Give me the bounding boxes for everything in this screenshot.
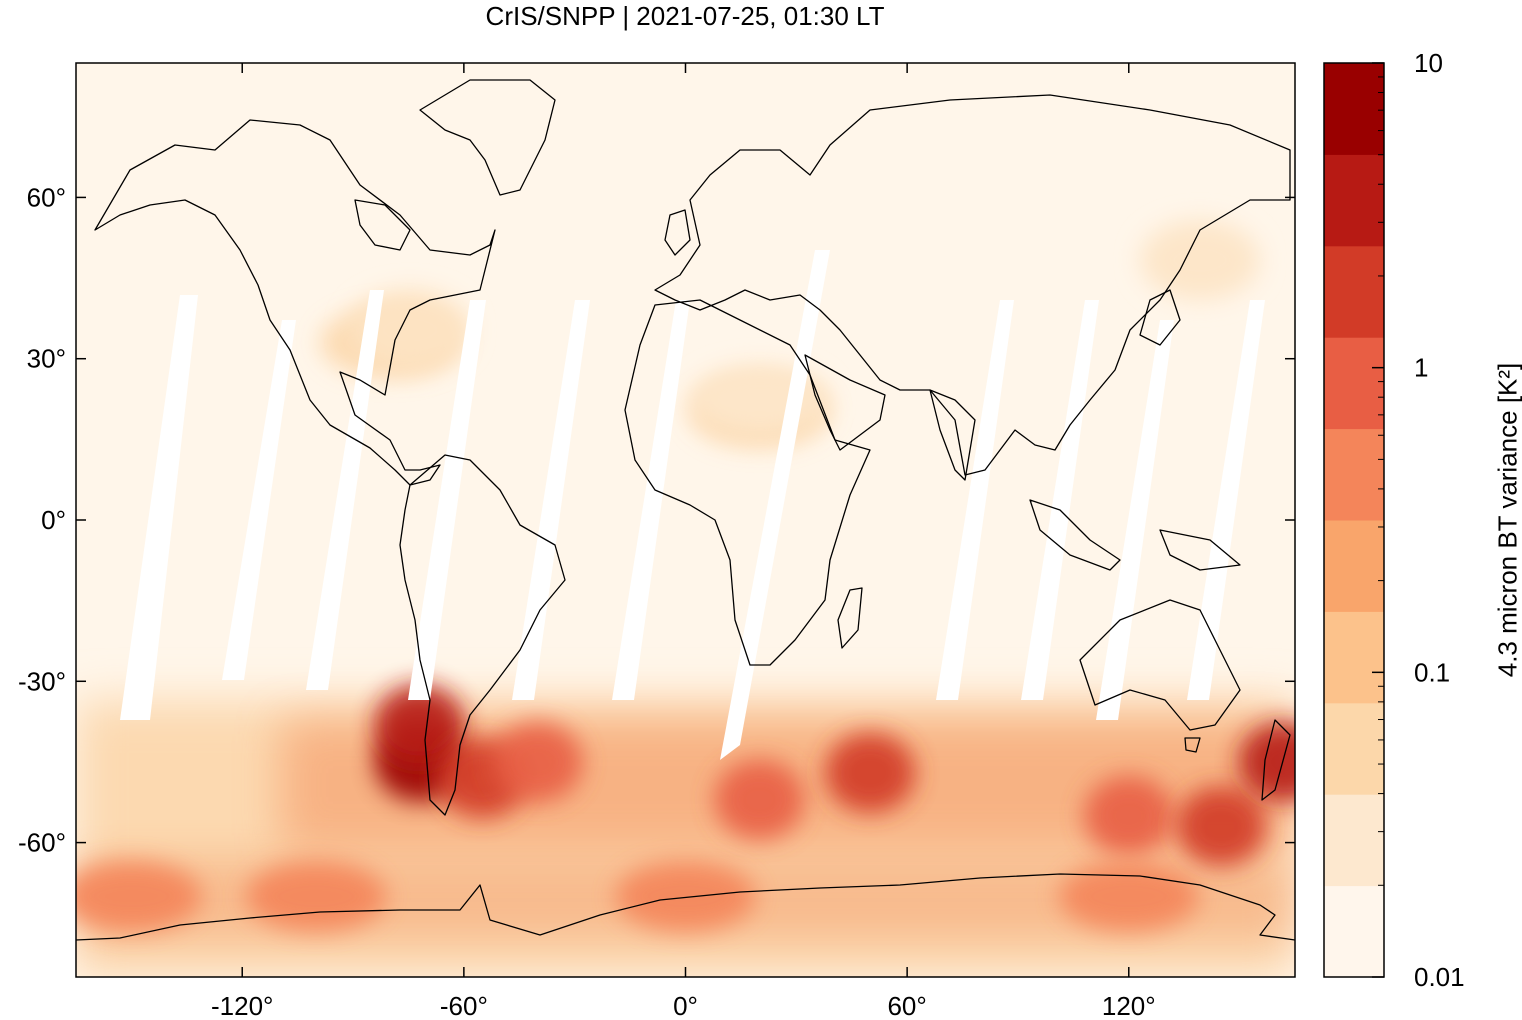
colorbar-step: [1324, 245, 1384, 338]
x-tick-label: 0°: [673, 991, 698, 1020]
coastline-arabia: [804, 354, 886, 451]
swath-gap: [720, 250, 830, 760]
heat-patch-asia: [1140, 220, 1260, 300]
plot-title: CrIS/SNPP | 2021-07-25, 01:30 LT: [485, 1, 885, 31]
heat-spot: [825, 732, 916, 813]
colorbar-step: [1324, 63, 1384, 155]
colorbar-label: 4.3 micron BT variance [K²]: [1492, 362, 1522, 678]
coastline-north-america: [94, 119, 496, 486]
swath-gap: [612, 300, 690, 700]
coastline-new-guinea: [1159, 529, 1241, 571]
y-tick-label: -60°: [18, 828, 66, 858]
swath-gap: [1187, 300, 1265, 700]
colorbar-step: [1324, 794, 1384, 887]
colorbar-step: [1324, 520, 1384, 612]
swath-gap: [120, 295, 198, 720]
colorbar-step: [1324, 154, 1384, 247]
heat-spot: [246, 861, 387, 932]
coastline-south-america: [399, 454, 566, 816]
coastline-tasmania: [1184, 737, 1201, 753]
y-tick-label: 0°: [41, 505, 66, 535]
coastline-india: [929, 389, 976, 481]
heat-spot: [1176, 786, 1267, 867]
swath-gap: [1096, 320, 1174, 720]
coastline-australia: [1079, 599, 1241, 731]
heat-spot: [714, 759, 805, 840]
swath-gap: [222, 320, 296, 680]
swath-gap: [408, 300, 486, 700]
heat-spot: [615, 861, 756, 932]
coastline-antarctica: [76, 873, 1295, 941]
colorbar: 10 1 0.1 0.01: [1323, 48, 1465, 992]
x-tick-label: -120°: [211, 991, 273, 1020]
heat-spot: [1058, 861, 1199, 932]
y-tick-label: 60°: [27, 182, 66, 212]
coastline-hudson-bay: [354, 199, 411, 251]
swath-gap: [1021, 300, 1099, 700]
x-tick-label: 120°: [1102, 991, 1156, 1020]
swath-gaps: [120, 250, 1265, 760]
coastline-indonesia: [1029, 499, 1121, 571]
heat-spot: [492, 721, 583, 802]
coastline-greenland: [419, 79, 556, 196]
colorbar-tick-label: 0.01: [1414, 962, 1465, 992]
y-tick-label: -30°: [18, 666, 66, 696]
heat-spot: [374, 684, 465, 765]
swath-gap: [512, 300, 590, 700]
colorbar-step: [1324, 702, 1384, 795]
colorbar-tick-label: 10: [1414, 48, 1443, 78]
coastline-madagascar: [837, 587, 863, 649]
coastline-africa: [624, 299, 871, 666]
coastline-new-zealand: [1261, 719, 1291, 801]
swath-gap: [936, 300, 1014, 700]
x-tick-label: -60°: [440, 991, 488, 1020]
map-axes: 60° 30° 0° -30° -60° -120° -60° 0° 60° 120°: [18, 63, 1295, 1020]
colorbar-frame: [1323, 62, 1385, 978]
heat-patch-africa: [690, 365, 830, 435]
x-tick-label: 60°: [887, 991, 926, 1020]
colorbar-tick-label: 0.1: [1414, 657, 1450, 687]
coastlines: [76, 79, 1295, 941]
colorbar-step: [1324, 885, 1384, 978]
swath-gap: [306, 290, 384, 690]
heat-spot: [76, 861, 202, 932]
y-tick-label: 30°: [27, 344, 66, 374]
heat-spot: [1083, 775, 1174, 856]
coastline-eurasia: [654, 94, 1291, 476]
coastline-japan: [1139, 289, 1181, 346]
colorbar-step: [1324, 611, 1384, 704]
colorbar-step: [1324, 337, 1384, 430]
colorbar-tick-label: 1: [1414, 353, 1428, 383]
coastline-uk: [664, 209, 691, 256]
colorbar-step: [1324, 428, 1384, 521]
heat-spot: [1238, 721, 1295, 802]
heat-field: [76, 220, 1295, 977]
